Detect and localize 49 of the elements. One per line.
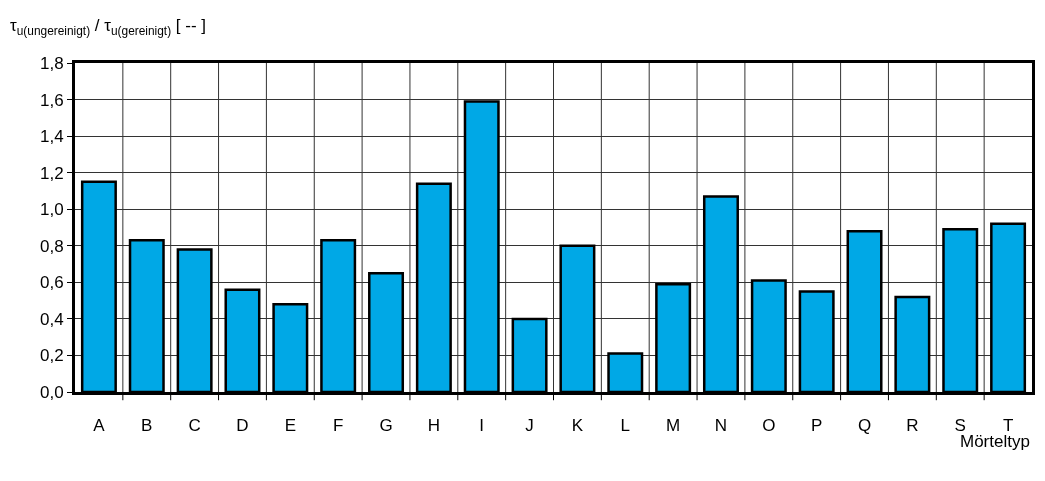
- x-tick-label: C: [188, 416, 201, 436]
- y-tick-label: 0,4: [39, 309, 64, 329]
- bar: [463, 100, 500, 392]
- y-tick-label: 0,8: [39, 236, 64, 256]
- bar: [176, 248, 213, 392]
- y-tick-label: 0,0: [39, 382, 64, 402]
- bar: [990, 222, 1027, 392]
- bar: [750, 279, 787, 392]
- x-tick-label: O: [762, 416, 776, 436]
- bar: [846, 229, 883, 392]
- x-tick-label: R: [906, 416, 919, 436]
- bar: [80, 180, 117, 392]
- x-tick-label: F: [332, 416, 344, 436]
- bar: [128, 239, 165, 392]
- bar: [415, 182, 452, 392]
- x-tick-label: G: [379, 416, 393, 436]
- bar: [942, 228, 979, 392]
- x-tick-label: E: [284, 416, 296, 436]
- bar: [607, 352, 644, 392]
- y-tick-label: 1,8: [39, 53, 64, 73]
- x-tick-label: I: [479, 416, 485, 436]
- bar: [559, 244, 596, 392]
- x-tick-label: A: [93, 416, 106, 436]
- x-tick-label: B: [141, 416, 153, 436]
- x-tick-label: L: [620, 416, 631, 436]
- bar: [368, 271, 405, 392]
- y-tick-label: 0,2: [39, 346, 64, 366]
- x-tick-label: Q: [857, 416, 872, 436]
- bar: [655, 282, 692, 392]
- bar: [320, 239, 357, 392]
- bar: [224, 288, 261, 392]
- bar: [798, 290, 835, 392]
- y-axis-title: τ$_{u(ungereinigt)}$ / τ$_{u(gereinigt)}$ [ -- ]: [10, 16, 207, 38]
- bar: [272, 303, 309, 392]
- y-tick-label: 1,2: [39, 163, 64, 183]
- bar: [894, 295, 931, 392]
- bar: [702, 195, 739, 392]
- y-tick-label: 1,0: [39, 200, 64, 220]
- x-tick-label: P: [811, 416, 823, 436]
- y-tick-label: 1,6: [39, 90, 64, 110]
- x-tick-label: H: [427, 416, 441, 436]
- x-tick-label: M: [666, 416, 681, 436]
- y-tick-label: 1,4: [39, 127, 64, 147]
- x-tick-label: D: [236, 416, 249, 436]
- y-tick-label: 0,6: [39, 273, 64, 293]
- x-tick-label: N: [714, 416, 728, 436]
- x-tick-label: J: [525, 416, 534, 436]
- x-tick-label: K: [571, 416, 584, 436]
- bar: [511, 317, 548, 392]
